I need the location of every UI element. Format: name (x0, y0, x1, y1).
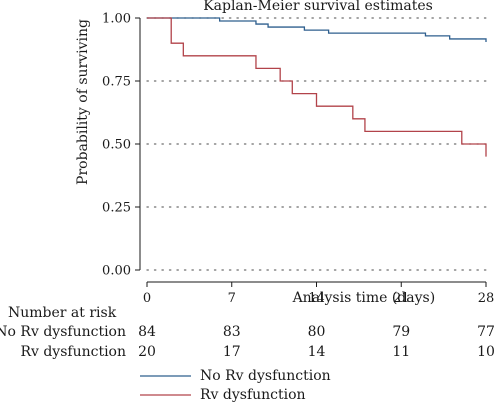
axes: 0.00 0.25 0.50 0.75 1.00 0 7 14 21 28 (102, 12, 494, 307)
legend-label-0: No Rv dysfunction (200, 368, 331, 384)
x-axis-label: Analysis time (days) (292, 290, 436, 306)
risk-row-label-1: Rv dysfunction (20, 344, 126, 360)
risk-value-1-1: 17 (223, 344, 241, 360)
y-tick-label-2: 0.50 (102, 138, 131, 153)
survival-curve-rv-dysfunction (147, 17, 487, 157)
survival-curve-no-rv-dysfunction (147, 17, 487, 42)
y-tick-label-4: 1.00 (102, 12, 131, 27)
risk-row-label-0: No Rv dysfunction (0, 324, 126, 340)
legend-label-1: Rv dysfunction (200, 387, 306, 403)
risk-value-1-4: 10 (477, 344, 495, 360)
number-at-risk-table: Number at risk No Rv dysfunction 84 83 80 79… (0, 305, 495, 360)
y-tick-label-1: 0.25 (102, 201, 131, 216)
survival-curves (147, 17, 487, 157)
risk-table-header: Number at risk (8, 305, 117, 321)
legend: No Rv dysfunction Rv dysfunction (140, 368, 331, 403)
risk-value-0-1: 83 (223, 324, 241, 340)
x-tick-label-3: 21 (393, 291, 410, 306)
risk-value-1-3: 11 (392, 344, 410, 360)
x-tick-label-2: 14 (308, 291, 325, 306)
y-axis-label: Probability of surviving (75, 19, 91, 185)
risk-value-0-3: 79 (392, 324, 410, 340)
risk-value-1-0: 20 (138, 344, 156, 360)
x-tick-label-1: 7 (228, 291, 236, 306)
y-tick-label-0: 0.00 (102, 264, 131, 279)
x-tick-label-0: 0 (143, 291, 151, 306)
risk-value-0-0: 84 (138, 324, 156, 340)
x-tick-label-4: 28 (478, 291, 495, 306)
risk-value-0-4: 77 (477, 324, 495, 340)
risk-value-1-2: 14 (308, 344, 326, 360)
risk-value-0-2: 80 (308, 324, 326, 340)
y-tick-label-3: 0.75 (102, 75, 131, 90)
chart-title: Kaplan-Meier survival estimates (203, 0, 433, 14)
